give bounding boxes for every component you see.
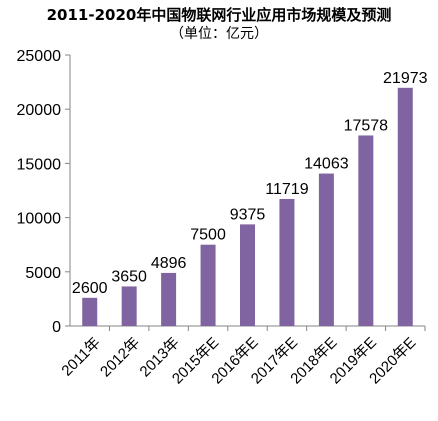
bar [397,87,413,326]
bar [279,198,295,326]
bar [161,272,177,326]
bar [240,224,255,326]
category-label: 2012年 [97,334,143,380]
data-label: 4896 [151,255,187,272]
y-tick-label: 5000 [25,265,61,282]
data-label: 17578 [344,117,389,134]
chart-subtitle: （单位：亿元） [170,26,268,42]
y-tick-label: 20000 [17,102,62,119]
data-label: 7500 [190,227,226,244]
y-tick-label: 10000 [17,211,62,228]
y-tick-label: 0 [52,319,61,336]
chart-title: 2011-2020年中国物联网行业应用市场规模及预测 [46,6,392,24]
y-tick-label: 15000 [17,156,62,173]
bar [121,286,137,326]
data-label: 9375 [230,206,266,223]
bar [318,173,334,326]
category-label: 2011年 [58,334,103,379]
bar [82,297,98,326]
data-label: 21973 [383,70,428,87]
y-tick-label: 25000 [17,48,62,65]
bar [358,135,374,326]
data-label: 11719 [265,181,308,198]
bar [200,244,216,326]
data-label: 3650 [111,268,147,285]
data-label: 2600 [72,280,108,297]
data-label: 14063 [304,156,349,173]
